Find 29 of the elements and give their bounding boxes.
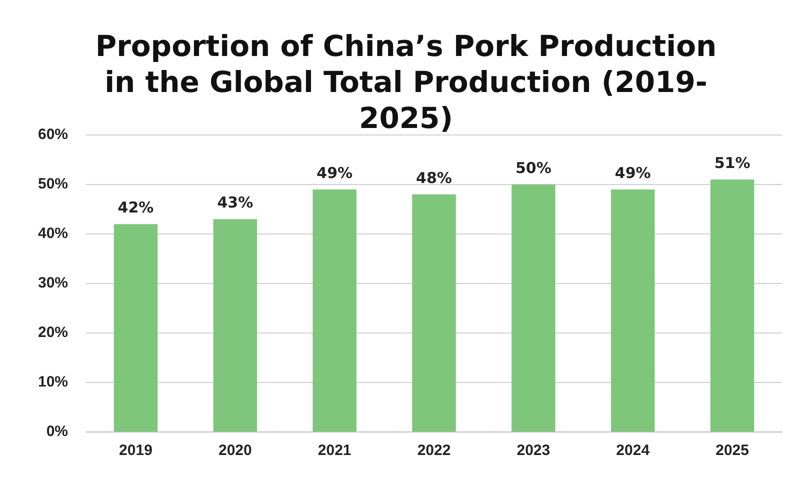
data-label: 42% [118, 198, 154, 216]
y-tick-label: 10% [38, 374, 68, 391]
y-tick-label: 0% [46, 423, 68, 440]
x-tick-label: 2021 [318, 442, 352, 460]
bar [710, 180, 754, 432]
y-tick-label: 60% [38, 126, 68, 144]
y-tick-label: 40% [38, 225, 68, 242]
chart-title: Proportion of China’s Pork Production in the Global Total Production (2019-2025) [94, 28, 718, 135]
y-tick-label: 30% [38, 274, 68, 292]
y-tick-label: 50% [38, 176, 68, 193]
x-tick-label: 2019 [119, 442, 152, 460]
data-label: 43% [217, 194, 254, 212]
bar [312, 189, 356, 432]
bar [213, 219, 258, 432]
data-label: 49% [316, 164, 353, 182]
bar [114, 224, 158, 432]
x-tick-label: 2024 [616, 442, 650, 460]
data-label: 48% [416, 168, 452, 187]
data-label: 51% [714, 154, 750, 172]
bar [610, 189, 655, 432]
x-tick-label: 2022 [417, 442, 451, 460]
x-tick-label: 2020 [218, 442, 252, 460]
x-tick-label: 2023 [516, 442, 550, 460]
bar [512, 184, 556, 432]
y-tick-label: 20% [38, 324, 68, 342]
data-label: 50% [515, 158, 552, 177]
bar [412, 194, 456, 432]
x-tick-label: 2025 [716, 442, 749, 460]
data-label: 49% [614, 164, 651, 182]
